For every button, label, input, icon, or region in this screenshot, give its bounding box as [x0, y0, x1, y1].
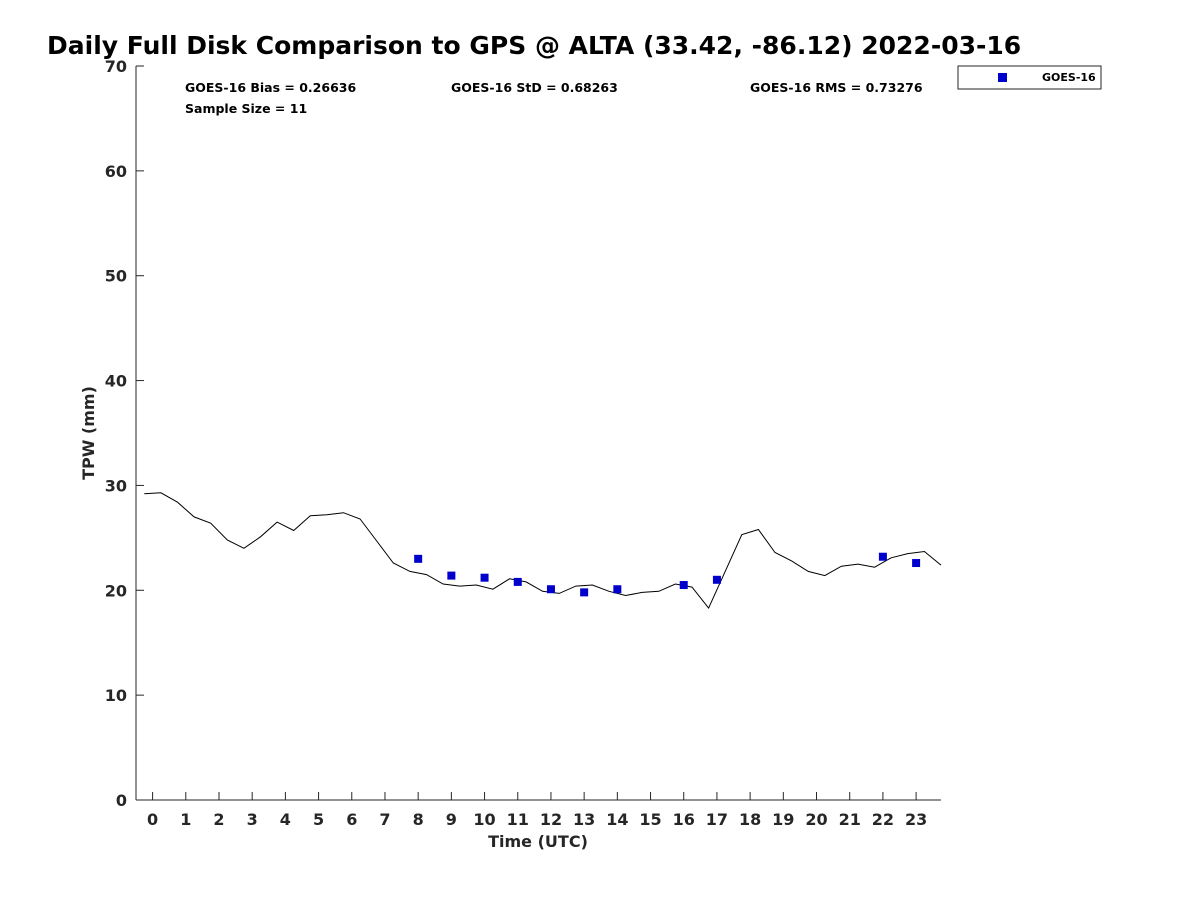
x-tick-label: 13: [573, 810, 595, 829]
x-tick-label: 12: [540, 810, 562, 829]
series-line-gps: [144, 492, 942, 610]
chart-title: Daily Full Disk Comparison to GPS @ ALTA…: [47, 31, 1021, 60]
series-points-goes16: [414, 552, 921, 597]
y-tick-label: 60: [105, 162, 127, 181]
y-tick-label: 0: [116, 791, 127, 810]
data-point-goes16: [447, 571, 456, 580]
y-tick-label: 40: [105, 372, 127, 391]
legend: GOES-16: [957, 65, 1102, 90]
y-tick-label: 10: [105, 686, 127, 705]
stat-bias: GOES-16 Bias = 0.26636: [185, 80, 356, 95]
y-tick-label: 70: [105, 57, 127, 76]
y-axis-label: TPW (mm): [79, 386, 98, 480]
x-tick-label: 17: [706, 810, 728, 829]
x-tick-label: 19: [772, 810, 794, 829]
data-point-goes16: [513, 577, 522, 586]
stat-rms: GOES-16 RMS = 0.73276: [750, 80, 923, 95]
y-tick-label: 30: [105, 476, 127, 495]
data-point-goes16: [613, 585, 622, 594]
data-point-goes16: [712, 575, 721, 584]
x-tick-label: 5: [313, 810, 324, 829]
x-ticks: 0 1 2 3 4 5 6 7 8 9 10 11 12 13 14 15 16 17 18 19 20 21 22 23: [147, 792, 927, 829]
stat-sample-size: Sample Size = 11: [185, 101, 307, 116]
x-tick-label: 16: [673, 810, 695, 829]
x-tick-label: 1: [180, 810, 191, 829]
x-tick-label: 0: [147, 810, 158, 829]
data-point-goes16: [878, 552, 887, 561]
data-point-goes16: [580, 588, 589, 597]
x-tick-label: 6: [346, 810, 357, 829]
x-tick-label: 18: [739, 810, 761, 829]
x-tick-label: 10: [473, 810, 495, 829]
stat-std: GOES-16 StD = 0.68263: [451, 80, 618, 95]
x-tick-label: 8: [413, 810, 424, 829]
data-point-goes16: [414, 554, 423, 563]
data-point-goes16: [480, 573, 489, 582]
x-tick-label: 9: [446, 810, 457, 829]
y-tick-label: 20: [105, 581, 127, 600]
x-tick-label: 22: [872, 810, 894, 829]
x-tick-label: 14: [606, 810, 628, 829]
data-point-goes16: [679, 581, 688, 590]
legend-marker-goes16: [998, 73, 1007, 82]
y-tick-label: 50: [105, 267, 127, 286]
y-ticks: 0 10 20 30 40 50 60 70: [105, 57, 144, 810]
x-axis-label: Time (UTC): [488, 832, 588, 851]
x-tick-label: 11: [507, 810, 529, 829]
x-tick-label: 2: [213, 810, 224, 829]
x-tick-label: 3: [247, 810, 258, 829]
legend-box: [957, 65, 1102, 90]
x-tick-label: 21: [839, 810, 861, 829]
x-tick-label: 20: [805, 810, 827, 829]
x-tick-label: 7: [379, 810, 390, 829]
x-tick-label: 15: [639, 810, 661, 829]
x-tick-label: 4: [280, 810, 291, 829]
data-point-goes16: [912, 559, 921, 568]
legend-label-goes16: GOES-16: [1042, 71, 1096, 84]
x-tick-label: 23: [905, 810, 927, 829]
data-point-goes16: [546, 585, 555, 594]
